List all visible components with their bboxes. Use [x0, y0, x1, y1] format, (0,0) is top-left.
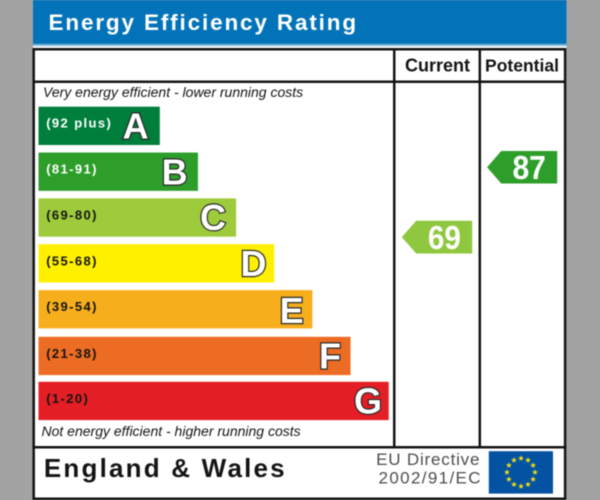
svg-text:69: 69 [428, 219, 461, 256]
svg-text:A: A [123, 106, 149, 147]
svg-text:Potential: Potential [485, 56, 559, 76]
svg-text:87: 87 [512, 149, 546, 186]
svg-text:(55-68): (55-68) [46, 253, 98, 268]
svg-text:Energy Efficiency Rating: Energy Efficiency Rating [49, 10, 358, 35]
svg-text:(39-54): (39-54) [46, 299, 98, 314]
svg-text:Not energy efficient - higher: Not energy efficient - higher running co… [42, 423, 301, 439]
svg-text:G: G [354, 380, 382, 421]
svg-text:2002/91/EC: 2002/91/EC [379, 469, 482, 488]
svg-text:(81-91): (81-91) [46, 162, 98, 177]
svg-text:(21-38): (21-38) [46, 346, 98, 361]
svg-text:Very energy efficient - lower: Very energy efficient - lower running co… [43, 84, 303, 100]
svg-text:B: B [162, 151, 188, 192]
svg-text:(1-20): (1-20) [46, 391, 89, 406]
svg-text:England & Wales: England & Wales [44, 453, 287, 483]
svg-text:EU Directive: EU Directive [376, 450, 480, 469]
svg-text:E: E [280, 290, 304, 331]
svg-text:Current: Current [405, 56, 470, 76]
svg-text:C: C [200, 197, 226, 238]
svg-text:(69-80): (69-80) [46, 207, 98, 222]
svg-text:D: D [241, 243, 267, 284]
svg-text:F: F [319, 336, 341, 377]
svg-text:(92 plus): (92 plus) [46, 116, 112, 131]
